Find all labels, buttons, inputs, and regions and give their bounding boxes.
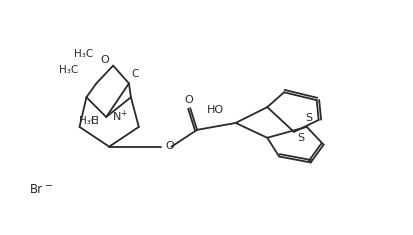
Text: N: N — [113, 112, 121, 122]
Text: +: + — [120, 109, 127, 118]
Text: H₃C: H₃C — [79, 116, 98, 126]
Text: HO: HO — [207, 105, 224, 115]
Text: O: O — [165, 141, 174, 151]
Text: S: S — [304, 113, 311, 123]
Text: H₃C: H₃C — [74, 49, 93, 59]
Text: H: H — [90, 116, 98, 126]
Text: C: C — [131, 69, 138, 78]
Text: −: − — [45, 181, 53, 191]
Text: O: O — [184, 95, 193, 105]
Text: O: O — [101, 55, 109, 65]
Text: S: S — [297, 133, 304, 143]
Text: Br: Br — [30, 183, 43, 196]
Text: H₃C: H₃C — [59, 65, 78, 74]
